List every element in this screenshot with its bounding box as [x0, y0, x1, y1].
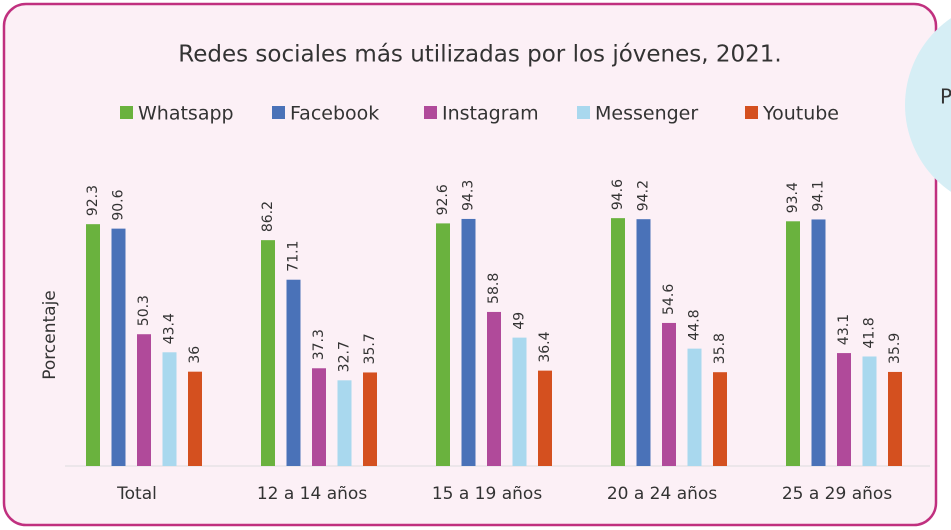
data-label: 94.6: [610, 179, 626, 210]
bar: [636, 219, 651, 466]
data-label: 35.9: [887, 333, 903, 364]
data-label: 36: [187, 346, 203, 364]
bar: [286, 279, 301, 466]
data-label: 58.8: [486, 273, 502, 304]
data-label: 54.6: [661, 284, 677, 315]
x-tick-label: Total: [116, 484, 157, 504]
x-tick-label: 20 a 24 años: [607, 484, 717, 504]
data-label: 35.7: [362, 333, 378, 364]
data-label: 94.2: [636, 180, 652, 211]
bar: [811, 219, 826, 466]
data-label: 36.4: [537, 331, 553, 362]
bar: [461, 218, 476, 466]
data-label: 92.3: [85, 185, 101, 216]
y-axis-label: Porcentaje: [40, 290, 60, 380]
bar: [837, 353, 851, 466]
bar: [337, 380, 352, 466]
chart-title: Redes sociales más utilizadas por los jó…: [178, 42, 781, 68]
bar: [487, 311, 501, 466]
data-label: 93.4: [785, 182, 801, 213]
x-tick-label: 25 a 29 años: [782, 484, 892, 504]
data-label: 32.7: [337, 341, 353, 372]
bar: [611, 218, 625, 466]
bar: [111, 228, 126, 466]
data-label: 49: [512, 312, 528, 330]
bar: [862, 356, 877, 466]
data-label: 94.3: [461, 180, 477, 211]
legend-swatch: [577, 106, 590, 119]
data-label: 86.2: [260, 201, 276, 232]
bar: [86, 224, 100, 466]
bar: [687, 348, 702, 466]
bar: [512, 337, 527, 466]
data-label: 41.8: [862, 317, 878, 348]
bar: [137, 334, 151, 466]
data-label: 44.8: [687, 309, 703, 340]
bar: [713, 372, 727, 466]
data-label: 43.1: [836, 314, 852, 345]
bar: [162, 352, 177, 466]
side-note: P: [940, 85, 951, 109]
x-tick-label: 15 a 19 años: [432, 484, 542, 504]
bar: [261, 240, 275, 466]
data-label: 43.4: [162, 313, 178, 344]
legend-swatch: [745, 106, 758, 119]
legend-swatch: [424, 106, 437, 119]
legend-label: Facebook: [290, 103, 379, 125]
bar: [662, 322, 676, 466]
x-tick-label: 12 a 14 años: [257, 484, 367, 504]
data-label: 92.6: [435, 184, 451, 215]
legend-label: Messenger: [595, 103, 698, 125]
legend-label: Instagram: [442, 103, 539, 125]
legend-swatch: [272, 106, 285, 119]
bar: [188, 371, 202, 466]
bar: [538, 370, 552, 466]
legend-label: Youtube: [762, 103, 839, 125]
legend-label: Whatsapp: [138, 103, 234, 125]
data-label: 37.3: [311, 329, 327, 360]
legend-swatch: [120, 106, 133, 119]
bar: [436, 223, 450, 466]
data-label: 90.6: [111, 189, 127, 220]
data-label: 71.1: [286, 241, 302, 272]
bar: [786, 221, 800, 466]
data-label: 94.1: [811, 180, 827, 211]
side-bubble: [905, 18, 951, 192]
bar: [888, 371, 902, 466]
bar: [312, 368, 326, 466]
data-label: 50.3: [136, 295, 152, 326]
bar: [363, 372, 377, 466]
data-label: 35.8: [712, 333, 728, 364]
